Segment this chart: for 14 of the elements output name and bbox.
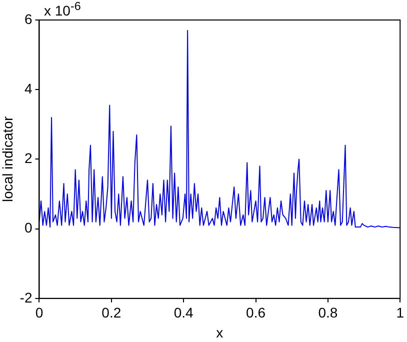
- y-tick-label: 2: [24, 150, 32, 166]
- x-axis-title: x: [216, 324, 224, 340]
- y-tick-label: 6: [24, 10, 32, 27]
- x-tick-label: 0: [35, 304, 44, 321]
- x-tick-label: 0.4: [174, 304, 194, 321]
- x-tick-label: 0.6: [246, 304, 266, 321]
- x-tick-label: 0.8: [318, 304, 338, 321]
- y-tick-label: -2: [20, 289, 32, 306]
- y-tick-label: 4: [24, 80, 32, 96]
- x-tick-label: 1: [396, 304, 404, 321]
- text: x 10$^{-6}$: [44, 0, 81, 19]
- y-axis-title: local indicator: [0, 116, 16, 202]
- x-tick-label: 0.2: [102, 304, 122, 321]
- y-tick-label: 0: [24, 220, 32, 236]
